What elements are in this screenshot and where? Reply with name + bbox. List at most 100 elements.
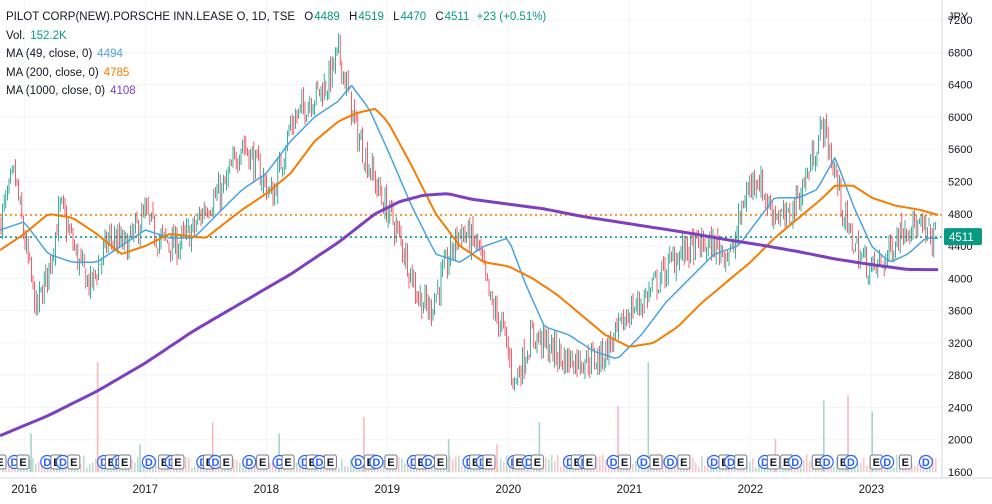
dividend-circle: [819, 454, 834, 470]
x-tick-label: 2023: [859, 484, 885, 496]
change-value: +23 (+0.51%): [476, 11, 547, 23]
volume-bar: [347, 466, 349, 472]
earnings-letter: E: [284, 457, 291, 469]
y-axis-ticks: 1600200024002800320036004000440048005200…: [948, 15, 972, 479]
volume-bar: [137, 457, 139, 472]
dividend-letter: D: [410, 457, 418, 469]
dividend-letter: D: [276, 457, 284, 469]
volume-bar: [545, 457, 547, 472]
volume-spike: [538, 422, 541, 472]
earnings-box: [734, 454, 748, 470]
legend-volume-row[interactable]: Vol. 152.2K: [6, 27, 546, 46]
volume-bar: [233, 458, 235, 472]
volume-bar: [512, 466, 514, 472]
volume-bar: [149, 467, 151, 472]
dividend-letter: D: [610, 457, 618, 469]
earnings-letter: E: [574, 457, 581, 469]
x-axis-ticks: 2016 2017 2018 2019 2020 2021 2022 2023: [11, 484, 884, 496]
axes: JPY: [0, 0, 992, 479]
y-tick-label: 3200: [948, 338, 972, 350]
legend-ma1000-row[interactable]: MA (1000, close, 0) 4108: [6, 82, 546, 101]
volume-bar: [932, 457, 934, 472]
volume-bar: [143, 463, 145, 472]
volume-bar: [398, 457, 400, 472]
volume-bar: [500, 458, 502, 472]
ma-line-2: [0, 192, 938, 438]
volume-bar: [752, 458, 754, 472]
y-tick-label: 6400: [948, 80, 972, 92]
earnings-letter: E: [902, 457, 909, 469]
volume-bar: [914, 466, 916, 472]
volume-bar: [185, 457, 187, 472]
earnings-box: [482, 454, 496, 470]
volume-bar: [803, 459, 805, 472]
dividend-letter: D: [424, 457, 432, 469]
volume-bar: [221, 467, 223, 472]
volume-label: Vol.: [6, 29, 26, 42]
volume-bar: [320, 467, 322, 472]
volume-bar: [758, 463, 760, 472]
dividend-letter: D: [11, 457, 19, 469]
earnings-letter: E: [840, 457, 847, 469]
volume-bar: [191, 467, 193, 472]
earnings-letter: E: [309, 457, 316, 469]
dividend-letter: D: [43, 457, 51, 469]
candle-series: [0, 33, 936, 391]
dividend-letter: D: [145, 457, 153, 469]
last-price-tag: 4511: [944, 228, 982, 246]
x-tick-label: 2020: [496, 484, 522, 496]
volume-bar: [140, 464, 142, 472]
symbol-title[interactable]: PILOT CORP(NEW).PORSCHE INN.LEASE O, 1D,…: [6, 11, 296, 23]
earnings-marker: E: [618, 454, 632, 470]
earnings-marker: E: [281, 454, 295, 470]
volume-bar: [695, 462, 697, 472]
dividend-letter: D: [372, 457, 380, 469]
volume-bar: [395, 467, 397, 472]
dividend-circle: [843, 454, 858, 470]
volume-bar: [635, 460, 637, 472]
volume-bar: [896, 454, 898, 472]
volume-bar: [32, 457, 34, 472]
earnings-box: [677, 454, 691, 470]
dividend-marker: D: [141, 454, 156, 470]
volume-bar: [35, 463, 37, 472]
dividend-circle: [242, 454, 257, 470]
volume-spike: [823, 400, 825, 472]
legend-ma49-row[interactable]: MA (49, close, 0) 4494: [6, 45, 546, 64]
x-tick-label: 2017: [132, 484, 158, 496]
earnings-letter: E: [121, 457, 128, 469]
volume-bar: [557, 454, 559, 472]
volume-value: 152.2K: [30, 29, 67, 42]
volume-bar: [383, 460, 385, 472]
earnings-letter: E: [621, 457, 628, 469]
volume-bar: [257, 467, 259, 472]
earnings-box: [219, 454, 233, 470]
volume-bar: [8, 461, 10, 472]
volume-bar: [503, 461, 505, 472]
dividend-letter: D: [761, 457, 769, 469]
x-tick-label: 2021: [617, 484, 643, 496]
dividend-marker: D: [636, 454, 651, 470]
earnings-marker: E: [434, 454, 448, 470]
dividend-circle: [141, 454, 156, 470]
earnings-marker: E: [0, 454, 7, 470]
open-label: O: [304, 11, 314, 23]
ma200-label: MA (200, close, 0): [6, 66, 99, 79]
chart-grid: [0, 0, 942, 478]
dividend-letter: D: [525, 457, 533, 469]
dividend-marker: D: [663, 454, 678, 470]
earnings-letter: E: [873, 457, 880, 469]
volume-bar: [566, 465, 568, 472]
volume-bar: [554, 461, 556, 472]
volume-bar: [2, 467, 4, 472]
volume-bar: [155, 458, 157, 472]
volume-bar: [101, 465, 103, 472]
volume-bar: [911, 465, 913, 472]
earnings-marker: E: [171, 454, 185, 470]
dividend-letter: D: [823, 457, 831, 469]
y-tick-label: 4800: [948, 209, 972, 221]
earnings-letter: E: [472, 457, 479, 469]
last-price-text: 4511: [949, 232, 974, 244]
legend-ma200-row[interactable]: MA (200, close, 0) 4785: [6, 64, 546, 83]
